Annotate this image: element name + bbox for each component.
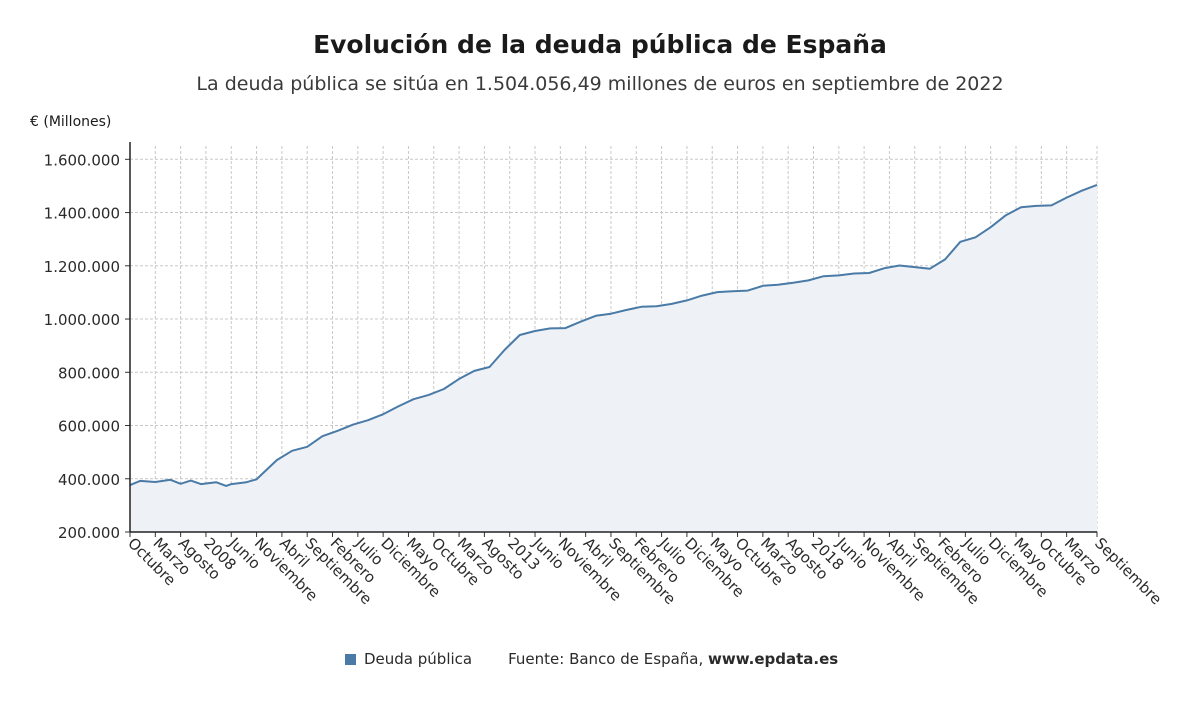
x-tick-label: Septiembre — [1091, 534, 1165, 608]
legend-swatch — [345, 653, 356, 665]
y-tick-label: 1.400.000 — [44, 205, 120, 223]
y-tick-label: 400.000 — [58, 471, 120, 489]
chart-legend: Deuda pública Fuente: Banco de España, w… — [345, 650, 838, 668]
legend-label: Deuda pública — [364, 650, 473, 668]
source-text: Fuente: Banco de España, — [508, 650, 704, 668]
y-axis-label: € (Millones) — [30, 114, 112, 130]
series-area-fill — [130, 184, 1097, 532]
x-axis-ticks: OctubreMarzoAgosto2008JunioNoviembreAbri… — [124, 533, 1165, 608]
y-axis-ticks: 200.000 400.000 600.000 800.000 1.000.000 1.2… — [44, 151, 120, 542]
y-tick-label: 800.000 — [58, 364, 120, 382]
chart-area — [129, 183, 1098, 532]
source-label: Fuente: Banco de España, www.epdata.es — [508, 650, 838, 668]
y-tick-label: 1.200.000 — [44, 258, 120, 276]
chart-axes — [125, 142, 1098, 537]
y-tick-label: 600.000 — [58, 418, 120, 436]
chart-title: Evolución de la deuda pública de España — [313, 30, 887, 59]
y-tick-label: 1.600.000 — [44, 151, 120, 169]
chart-subtitle: La deuda pública se sitúa en 1.504.056,4… — [196, 73, 1004, 95]
y-tick-label: 1.000.000 — [44, 311, 120, 329]
y-tick-label: 200.000 — [58, 524, 120, 542]
series-line — [129, 183, 1098, 487]
source-url[interactable]: www.epdata.es — [708, 650, 839, 668]
